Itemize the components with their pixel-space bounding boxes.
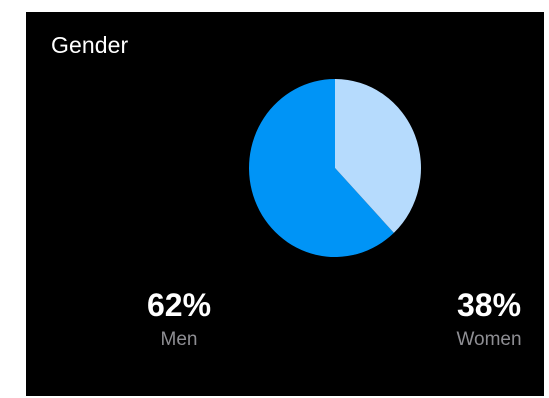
men-stat: 62% Men [114,287,244,351]
women-label: Women [456,329,522,350]
men-label: Men [160,329,198,350]
pie-slice-women [335,79,422,233]
women-stat: 38% Women [424,287,549,351]
men-percentage: 62% [146,287,212,323]
pie-slice-men [249,79,394,257]
women-percentage: 38% [456,287,522,323]
gender-pie-chart [249,79,422,257]
card-title: Gender [51,32,129,58]
gender-card: Gender 62% Men 38% Women [26,12,544,396]
